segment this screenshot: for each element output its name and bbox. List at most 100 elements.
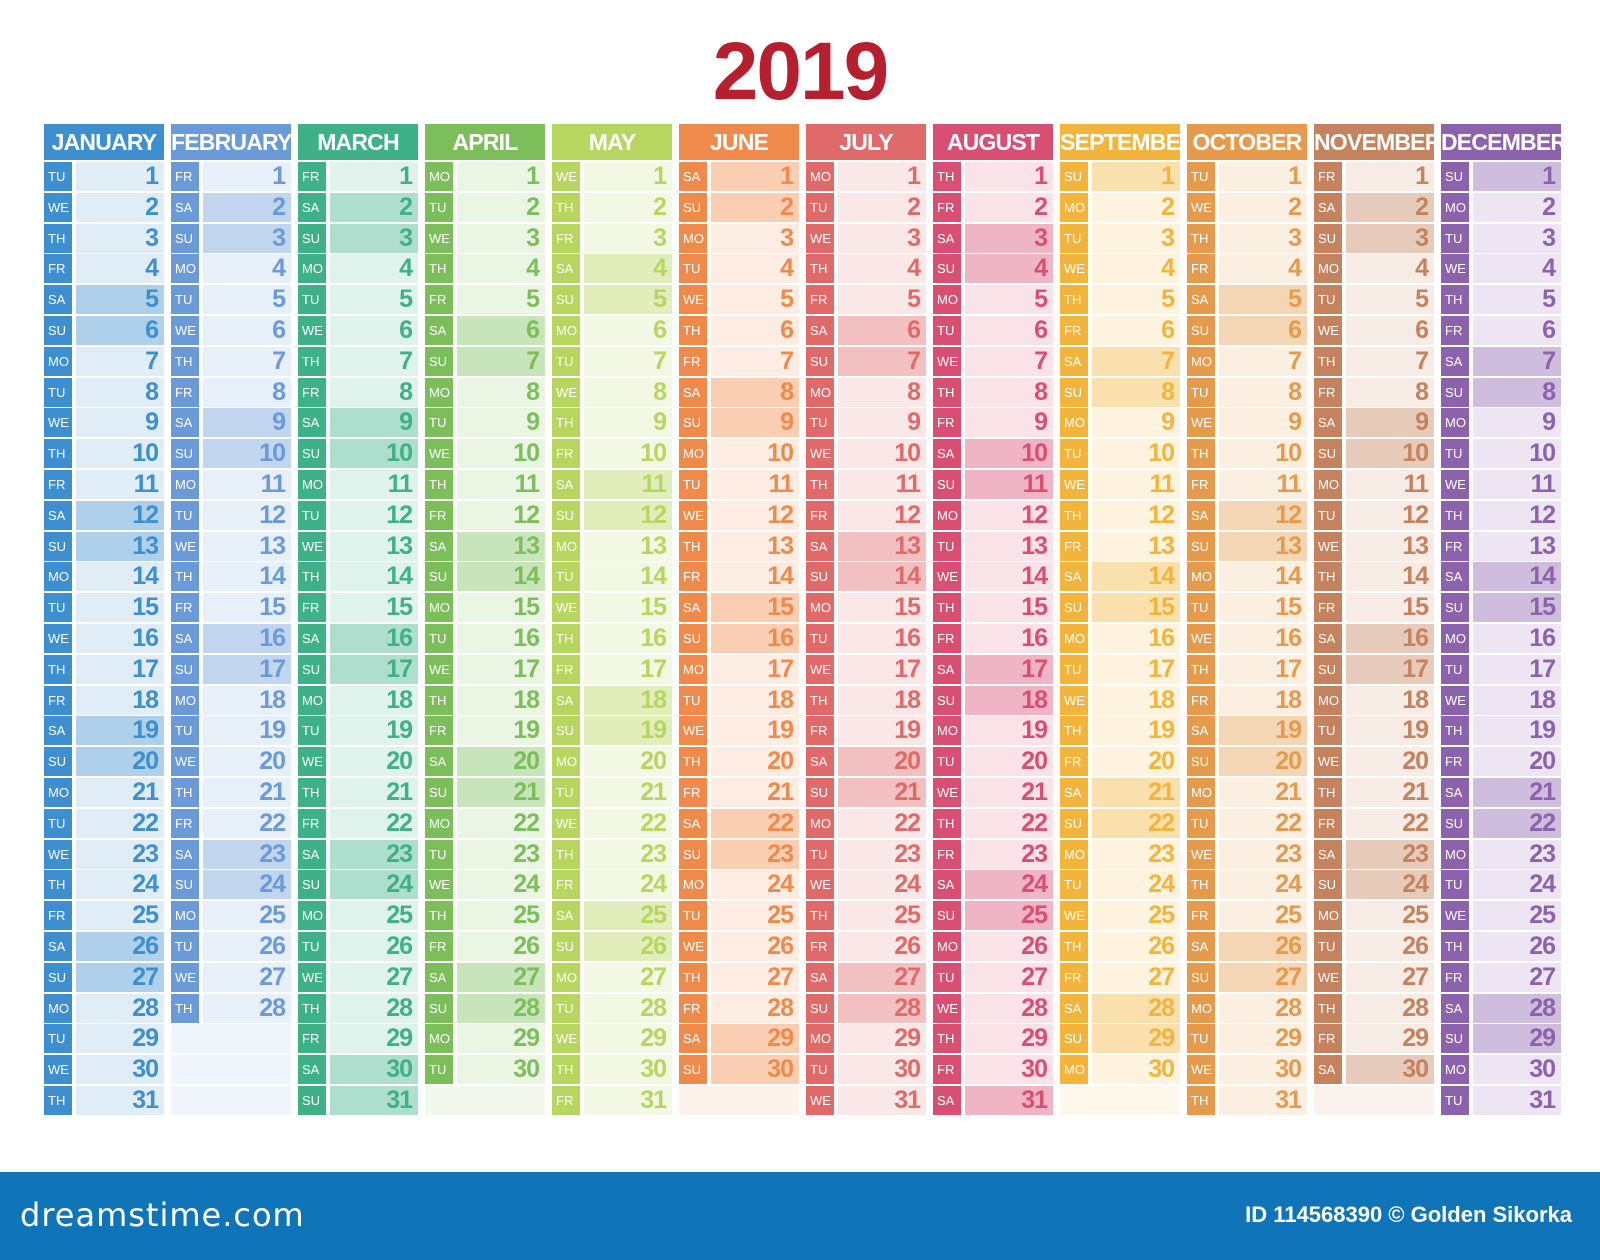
- day-number: 26: [1473, 932, 1561, 961]
- weekday-label: TH: [1187, 870, 1215, 900]
- weekday-label: TH: [1441, 932, 1469, 961]
- day-number: 16: [1092, 624, 1180, 653]
- day-number: 2: [1092, 192, 1180, 222]
- day-row: WE 6: [171, 316, 291, 345]
- day-row: TU 30: [806, 1055, 926, 1085]
- day-row: FR 16: [933, 624, 1053, 653]
- day-number: 22: [584, 808, 672, 838]
- day-number: 29: [1473, 1024, 1561, 1054]
- weekday-label: SA: [1314, 408, 1342, 438]
- weekday-label: FR: [298, 593, 326, 623]
- weekday-label: SA: [1187, 285, 1215, 315]
- day-row: FR 22: [1314, 808, 1434, 838]
- day-number: 11: [457, 470, 545, 499]
- day-number: 12: [76, 500, 164, 530]
- weekday-label: MO: [1060, 1055, 1088, 1085]
- weekday-label: TU: [552, 562, 580, 592]
- day-number: 2: [1219, 192, 1307, 222]
- weekday-label: SU: [1187, 531, 1215, 561]
- day-number: 17: [1219, 654, 1307, 684]
- weekday-label: WE: [1060, 470, 1088, 499]
- weekday-label: TU: [1187, 808, 1215, 838]
- day-number: 25: [76, 901, 164, 931]
- weekday-label: FR: [44, 470, 72, 499]
- weekday-label: TH: [679, 962, 707, 992]
- day-row: TU 27: [933, 962, 1053, 992]
- weekday-label: SU: [298, 654, 326, 684]
- day-number: 7: [457, 346, 545, 376]
- day-number: 10: [965, 439, 1053, 469]
- day-number: 15: [1473, 593, 1561, 623]
- day-row: FR 5: [806, 285, 926, 315]
- day-row: WE 30: [44, 1055, 164, 1085]
- day-number: 8: [1346, 377, 1434, 407]
- day-number: 24: [1346, 870, 1434, 900]
- day-number: 19: [203, 716, 291, 746]
- day-number: 31: [330, 1086, 418, 1115]
- weekday-label: WE: [1314, 962, 1342, 992]
- day-number: 15: [1346, 593, 1434, 623]
- weekday-label: MO: [1314, 901, 1342, 931]
- weekday-label: SU: [679, 408, 707, 438]
- weekday-label: TH: [1187, 654, 1215, 684]
- day-row: FR 22: [171, 808, 291, 838]
- day-number: 30: [1219, 1055, 1307, 1085]
- day-number: 4: [457, 254, 545, 284]
- day-row: TU 9: [425, 408, 545, 438]
- weekday-label: MO: [1441, 1055, 1469, 1085]
- weekday-label: TU: [1060, 870, 1088, 900]
- day-number: 1: [1092, 162, 1180, 191]
- day-row: SA 6: [425, 316, 545, 345]
- day-row: SU 20: [1187, 747, 1307, 777]
- day-number: 31: [965, 1086, 1053, 1115]
- day-row: SU 25: [933, 901, 1053, 931]
- day-number: 13: [1092, 531, 1180, 561]
- weekday-label: WE: [933, 993, 961, 1023]
- weekday-label: TU: [1187, 593, 1215, 623]
- day-row: FR 11: [1187, 470, 1307, 499]
- weekday-label: MO: [1314, 470, 1342, 499]
- weekday-label: SA: [425, 316, 453, 345]
- day-row: SA 3: [933, 223, 1053, 253]
- day-number: 14: [330, 562, 418, 592]
- day-number: 29: [965, 1024, 1053, 1054]
- day-row: FR 28: [679, 993, 799, 1023]
- day-row: FR 19: [806, 716, 926, 746]
- day-number: 2: [1473, 192, 1561, 222]
- month-header: JULY: [806, 124, 926, 160]
- day-row: SU 10: [298, 439, 418, 469]
- day-number: 23: [1346, 839, 1434, 869]
- weekday-label: MO: [44, 778, 72, 807]
- day-row: TH 16: [552, 624, 672, 653]
- weekday-label: FR: [933, 1055, 961, 1085]
- day-number: 21: [203, 778, 291, 807]
- day-row: SA 7: [1060, 346, 1180, 376]
- weekday-label: SA: [425, 747, 453, 777]
- day-row: MO 29: [806, 1024, 926, 1054]
- day-number: 31: [1473, 1086, 1561, 1115]
- day-row: FR 8: [1314, 377, 1434, 407]
- weekday-label: WE: [1314, 531, 1342, 561]
- day-number: 30: [584, 1055, 672, 1085]
- day-number: 30: [330, 1055, 418, 1085]
- day-row: FR 18: [44, 685, 164, 715]
- day-number: 21: [711, 778, 799, 807]
- day-row: FR 19: [425, 716, 545, 746]
- day-number: 10: [457, 439, 545, 469]
- day-row: TU 5: [171, 285, 291, 315]
- day-number: 16: [1219, 624, 1307, 653]
- month-column-january: JANUARY TU 1 WE 2 TH 3 FR 4 SA 5 SU 6 MO 7 TU 8 WE 9 TH 10 FR…: [44, 124, 164, 1142]
- weekday-label: WE: [44, 408, 72, 438]
- day-number: 9: [1092, 408, 1180, 438]
- day-row: MO 15: [425, 593, 545, 623]
- weekday-label: SA: [44, 500, 72, 530]
- weekday-label: TU: [1441, 870, 1469, 900]
- day-number: 1: [1346, 162, 1434, 191]
- day-number: 14: [203, 562, 291, 592]
- weekday-label: SA: [298, 839, 326, 869]
- day-number: 7: [1219, 346, 1307, 376]
- day-number: 26: [1219, 932, 1307, 961]
- weekday-label: TH: [1060, 500, 1088, 530]
- weekday-label: SA: [1441, 346, 1469, 376]
- weekday-label: TH: [933, 593, 961, 623]
